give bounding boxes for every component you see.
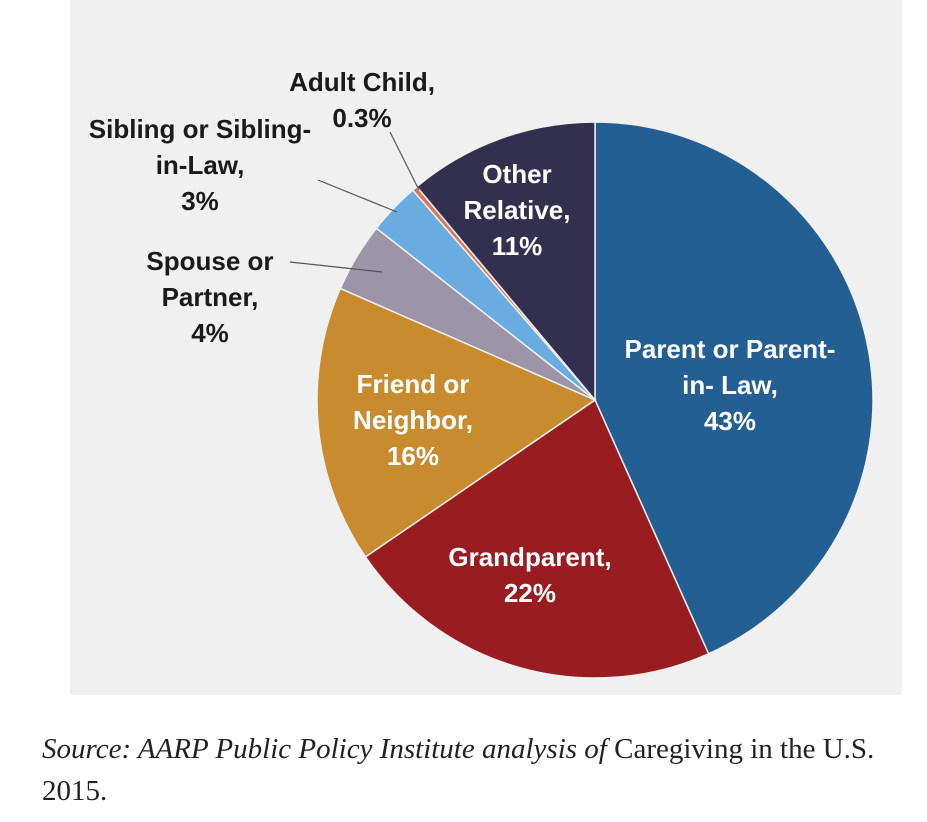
category-label: Adult Child, <box>289 67 435 97</box>
category-label: Sibling or Sibling-in-Law, <box>88 114 312 180</box>
source-italic: Source: AARP Public Policy Institute ana… <box>42 733 607 765</box>
value-label: 22% <box>503 578 557 608</box>
slice-label: Friend or Neighbor, 16% <box>333 366 493 474</box>
category-label: Other Relative, <box>463 159 571 225</box>
category-label: Spouse or Partner, <box>146 246 274 312</box>
slice-label: Other Relative, 11% <box>447 156 587 264</box>
slice-label: Parent or Parent-in- Law, 43% <box>610 331 850 439</box>
leader-line <box>289 261 383 273</box>
pie-slice <box>316 287 597 558</box>
pie-slice <box>594 121 874 655</box>
slice-label: Sibling or Sibling-in-Law, 3% <box>85 111 315 219</box>
category-label: Parent or Parent-in- Law, <box>624 334 836 400</box>
source-title: Caregiving in the U.S. 2015. <box>42 733 875 807</box>
leader-line <box>389 131 420 191</box>
value-label: 0.3% <box>332 103 392 133</box>
pie-slice <box>364 398 710 679</box>
slice-label: Spouse or Partner, 4% <box>125 243 295 351</box>
source-note: Source: AARP Public Policy Institute ana… <box>42 728 902 812</box>
category-label: Grandparent, <box>448 542 612 572</box>
value-label: 4% <box>191 318 229 348</box>
value-label: 11% <box>491 231 543 261</box>
leader-line <box>317 179 398 213</box>
value-label: 3% <box>181 186 219 216</box>
slice-label: Adult Child, 0.3% <box>262 64 462 136</box>
slice-label: Grandparent, 22% <box>400 539 660 611</box>
value-label: 16% <box>386 441 440 471</box>
value-label: 43% <box>703 406 757 436</box>
pie-slice <box>415 121 596 403</box>
category-label: Friend or Neighbor, <box>353 369 473 435</box>
